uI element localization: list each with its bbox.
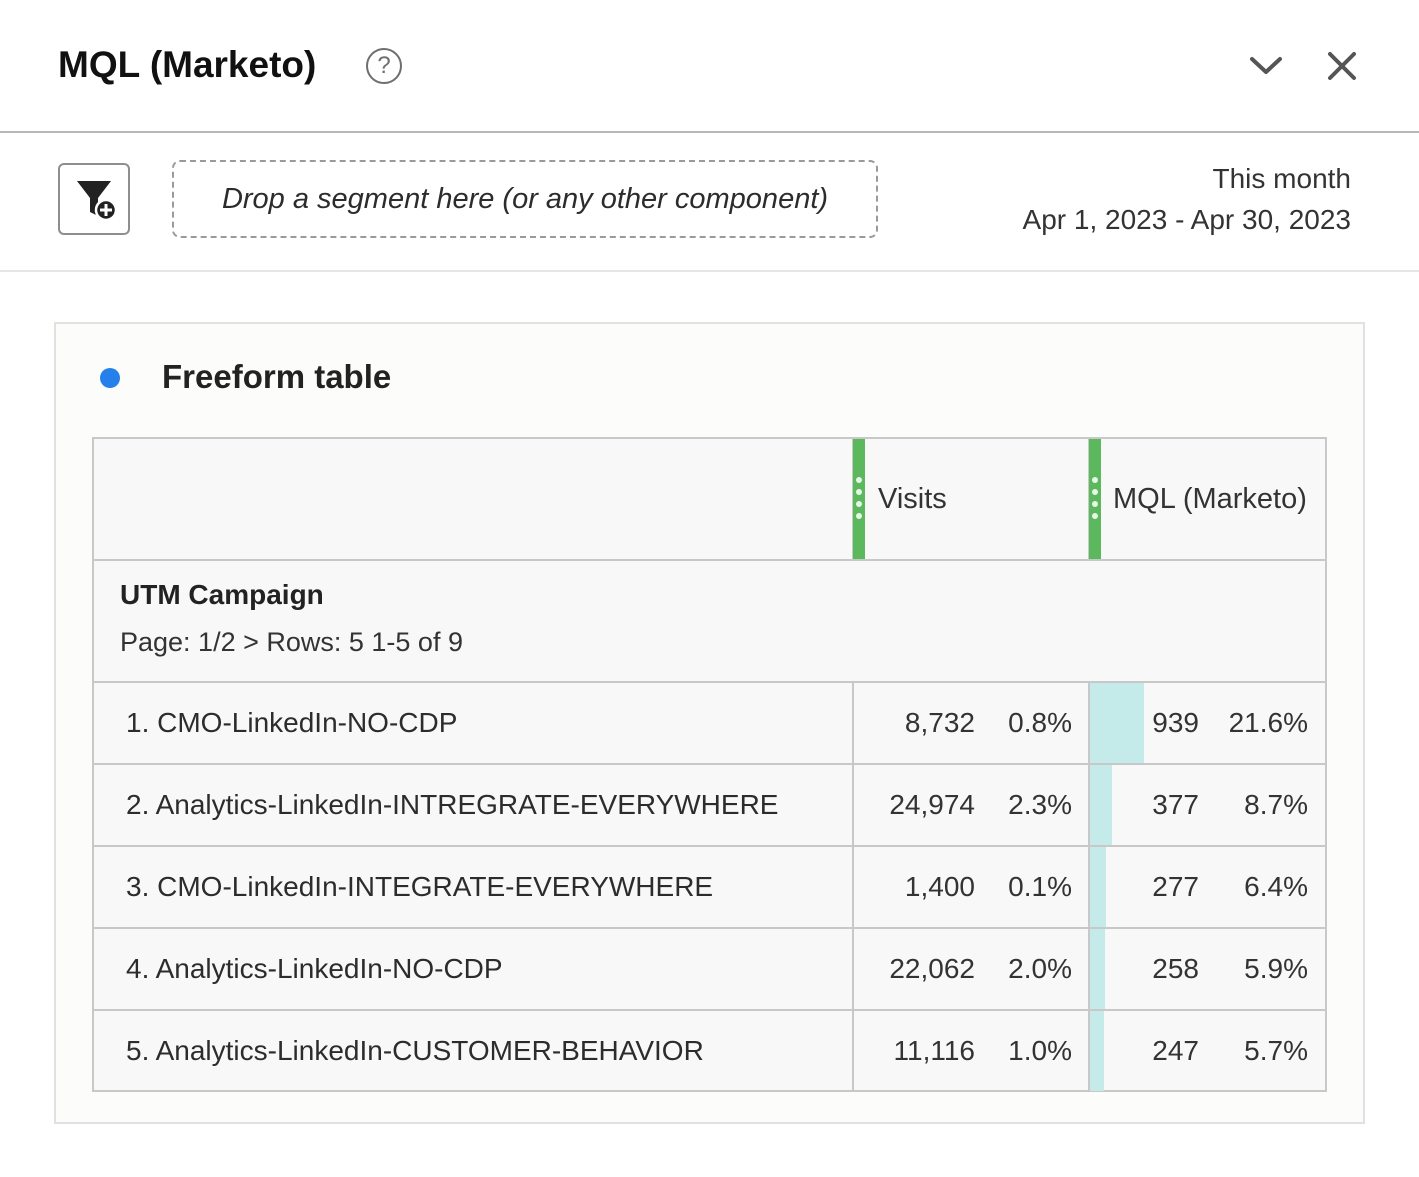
table-row[interactable]: 2. Analytics-LinkedIn-INTREGRATE-EVERYWH…	[94, 765, 1325, 845]
question-circle-icon[interactable]: ?	[366, 48, 402, 84]
date-range-label[interactable]: This month	[1212, 163, 1352, 194]
page-title: MQL (Marketo)	[58, 44, 317, 85]
mql-bar	[1090, 765, 1112, 845]
column-drag-handle[interactable]	[1089, 439, 1101, 559]
mql-value: 377	[1152, 789, 1199, 820]
segment-dropzone[interactable]: Drop a segment here (or any other compon…	[172, 160, 878, 238]
mql-bar	[1090, 683, 1144, 763]
table-divider	[94, 845, 1325, 847]
mql-value: 247	[1152, 1035, 1199, 1066]
row-label: 2. Analytics-LinkedIn-INTREGRATE-EVERYWH…	[126, 789, 779, 820]
table-divider	[94, 763, 1325, 765]
dimension-header[interactable]: UTM Campaign	[120, 579, 324, 610]
row-label: 1. CMO-LinkedIn-NO-CDP	[126, 707, 458, 738]
table-divider	[94, 559, 1325, 561]
date-range-value[interactable]: Apr 1, 2023 - Apr 30, 2023	[1022, 204, 1351, 235]
table-divider	[94, 681, 1325, 683]
column-drag-handle[interactable]	[853, 439, 865, 559]
visits-percent: 2.0%	[1008, 953, 1072, 984]
mql-percent: 6.4%	[1244, 871, 1308, 902]
column-header-visits[interactable]: Visits	[878, 482, 947, 515]
column-divider	[852, 683, 854, 1090]
table-row[interactable]: 5. Analytics-LinkedIn-CUSTOMER-BEHAVIOR 1…	[94, 1011, 1325, 1091]
mql-value: 258	[1152, 953, 1199, 984]
panel-status-dot	[100, 368, 120, 388]
mql-percent: 8.7%	[1244, 789, 1308, 820]
mql-bar	[1090, 929, 1105, 1009]
filter-add-icon	[77, 181, 118, 222]
table-row[interactable]: 4. Analytics-LinkedIn-NO-CDP 22,062 2.0% 25…	[94, 929, 1325, 1009]
table-row[interactable]: 1. CMO-LinkedIn-NO-CDP 8,732 0.8% 939 21.6%	[94, 683, 1325, 763]
row-label: 3. CMO-LinkedIn-INTEGRATE-EVERYWHERE	[126, 871, 714, 902]
visits-percent: 0.1%	[1008, 871, 1072, 902]
visits-value: 8,732	[904, 707, 975, 738]
freeform-table: Visits MQL (Marketo) UTM Campaign Page: …	[92, 437, 1327, 1092]
table-divider	[94, 927, 1325, 929]
visits-value: 24,974	[889, 789, 975, 820]
mql-value: 939	[1152, 707, 1199, 738]
close-icon[interactable]	[1326, 50, 1358, 82]
visits-percent: 2.3%	[1008, 789, 1072, 820]
visits-value: 11,116	[893, 1035, 975, 1066]
table-divider	[94, 1009, 1325, 1011]
row-label: 4. Analytics-LinkedIn-NO-CDP	[126, 953, 503, 984]
visits-value: 22,062	[889, 953, 975, 984]
visits-value: 1,400	[904, 871, 975, 902]
mql-percent: 5.9%	[1244, 953, 1308, 984]
column-divider	[1088, 683, 1090, 1090]
segment-toolbar: Drop a segment here (or any other compon…	[0, 133, 1419, 272]
mql-value: 277	[1152, 871, 1199, 902]
pagination-info[interactable]: Page: 1/2 > Rows: 5 1-5 of 9	[120, 627, 463, 657]
mql-percent: 21.6%	[1228, 707, 1308, 738]
mql-bar	[1090, 1011, 1104, 1091]
visits-percent: 0.8%	[1008, 707, 1072, 738]
mql-percent: 5.7%	[1244, 1035, 1308, 1066]
table-row[interactable]: 3. CMO-LinkedIn-INTEGRATE-EVERYWHERE 1,40…	[94, 847, 1325, 927]
mql-bar	[1090, 847, 1106, 927]
add-filter-button[interactable]	[58, 163, 130, 235]
row-label: 5. Analytics-LinkedIn-CUSTOMER-BEHAVIOR	[126, 1035, 704, 1066]
panel-title[interactable]: Freeform table	[162, 358, 392, 395]
column-header-mql[interactable]: MQL (Marketo)	[1113, 482, 1307, 515]
visits-percent: 1.0%	[1008, 1035, 1072, 1066]
chevron-down-icon[interactable]	[1246, 50, 1286, 80]
panel-header: MQL (Marketo) ?	[0, 0, 1419, 133]
